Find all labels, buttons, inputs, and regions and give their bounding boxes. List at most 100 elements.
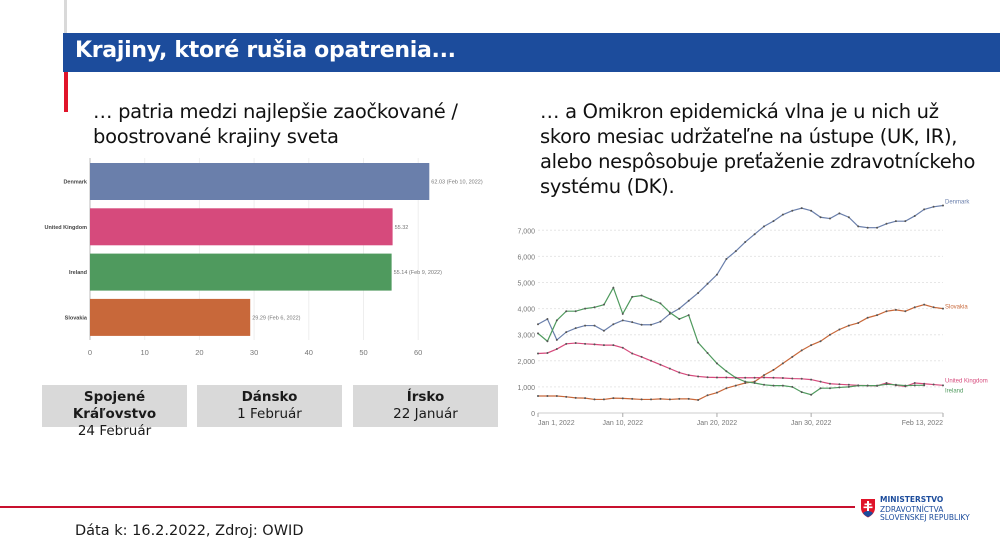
data-label: 62.03 (Feb 10, 2022): [431, 180, 483, 186]
data-point: [621, 319, 624, 322]
data-point: [546, 318, 549, 321]
data-point: [894, 383, 897, 386]
data-point: [546, 340, 549, 343]
y-tick-label: 3,000: [517, 333, 535, 340]
data-point: [791, 209, 794, 212]
y-tick-label: 0: [531, 411, 535, 418]
data-point: [565, 395, 568, 398]
series-label: United Kingdom: [945, 378, 988, 384]
series-line: [537, 286, 925, 396]
data-point: [565, 310, 568, 313]
data-point: [537, 332, 539, 335]
category-label: Slovakia: [65, 315, 88, 321]
data-point: [631, 397, 634, 400]
data-point: [725, 387, 728, 390]
x-tick-label: 0: [88, 348, 92, 357]
data-point: [687, 314, 690, 317]
country-box-dk: Dánsko 1 Február: [197, 385, 342, 427]
data-point: [650, 298, 653, 301]
data-point: [772, 376, 775, 379]
coat-of-arms-icon: [861, 499, 875, 518]
data-point: [838, 212, 841, 215]
data-point: [819, 380, 822, 383]
data-point: [650, 323, 653, 326]
data-point: [555, 338, 558, 341]
left-subtitle: … patria medzi najlepšie zaočkované / bo…: [93, 100, 458, 148]
data-point: [555, 395, 558, 398]
data-point: [565, 342, 568, 345]
data-point: [659, 397, 662, 400]
box-country: Dánsko: [241, 389, 298, 405]
y-tick-label: 6,000: [517, 254, 535, 261]
logo-line: SLOVENSKEJ REPUBLIKY: [880, 513, 970, 522]
accent-rule: [64, 72, 68, 112]
data-point: [932, 306, 935, 309]
country-box-uk: Spojené Kráľovstvo 24 Február: [42, 385, 187, 439]
data-point: [819, 387, 822, 390]
data-point: [584, 342, 587, 345]
data-point: [706, 282, 709, 285]
data-point: [819, 340, 822, 343]
data-point: [537, 395, 539, 398]
data-point: [781, 213, 784, 216]
data-point: [678, 318, 681, 321]
data-point: [744, 380, 747, 383]
data-point: [885, 310, 888, 313]
series-label: Denmark: [945, 200, 970, 206]
data-point: [894, 308, 897, 311]
data-point: [715, 273, 718, 276]
data-point: [819, 216, 822, 219]
page-title: Krajiny, ktoré rušia opatrenia...: [75, 38, 456, 63]
x-tick-label: 30: [250, 348, 258, 357]
data-point: [904, 384, 907, 387]
x-tick-label: Jan 10, 2022: [603, 420, 644, 427]
data-point: [725, 370, 728, 373]
data-point: [913, 214, 916, 217]
data-point: [942, 307, 944, 310]
x-tick-label: 10: [141, 348, 149, 357]
series-line: [537, 204, 944, 341]
data-point: [659, 302, 662, 305]
data-point: [932, 383, 935, 386]
data-label: 29.29 (Feb 6, 2022): [252, 315, 300, 321]
data-point: [640, 294, 643, 297]
data-point: [763, 376, 766, 379]
x-tick-label: Feb 13, 2022: [902, 420, 943, 427]
data-point: [687, 397, 690, 400]
data-point: [791, 377, 794, 380]
data-point: [781, 377, 784, 380]
data-point: [612, 323, 615, 326]
bar-slovakia: [90, 298, 251, 336]
data-point: [621, 397, 624, 400]
data-point: [574, 396, 577, 399]
bar-ireland: [90, 253, 392, 291]
data-point: [810, 378, 813, 381]
data-point: [913, 384, 916, 387]
category-label: Ireland: [69, 270, 87, 276]
footer-rule: [0, 506, 855, 508]
x-tick-label: 50: [359, 348, 367, 357]
data-point: [838, 328, 841, 331]
data-point: [715, 391, 718, 394]
x-tick-label: Jan 20, 2022: [697, 420, 738, 427]
data-point: [697, 291, 700, 294]
y-tick-label: 2,000: [517, 359, 535, 366]
data-point: [942, 204, 944, 207]
data-point: [923, 384, 926, 387]
data-point: [602, 344, 605, 347]
data-point: [753, 233, 756, 236]
data-point: [706, 376, 709, 379]
data-point: [565, 331, 568, 334]
data-point: [913, 306, 916, 309]
data-point: [640, 355, 643, 358]
data-point: [697, 398, 700, 401]
data-point: [800, 377, 803, 380]
data-point: [555, 319, 558, 322]
series-denmark: Denmark: [537, 200, 970, 341]
data-point: [932, 205, 935, 208]
data-point: [584, 324, 587, 327]
ministry-logo: MINISTERSTVO ZDRAVOTNÍCTVA SLOVENSKEJ REPU…: [860, 496, 1000, 526]
bar-united-kingdom: [90, 208, 393, 246]
data-point: [781, 362, 784, 365]
box-country: Írsko: [406, 389, 445, 405]
